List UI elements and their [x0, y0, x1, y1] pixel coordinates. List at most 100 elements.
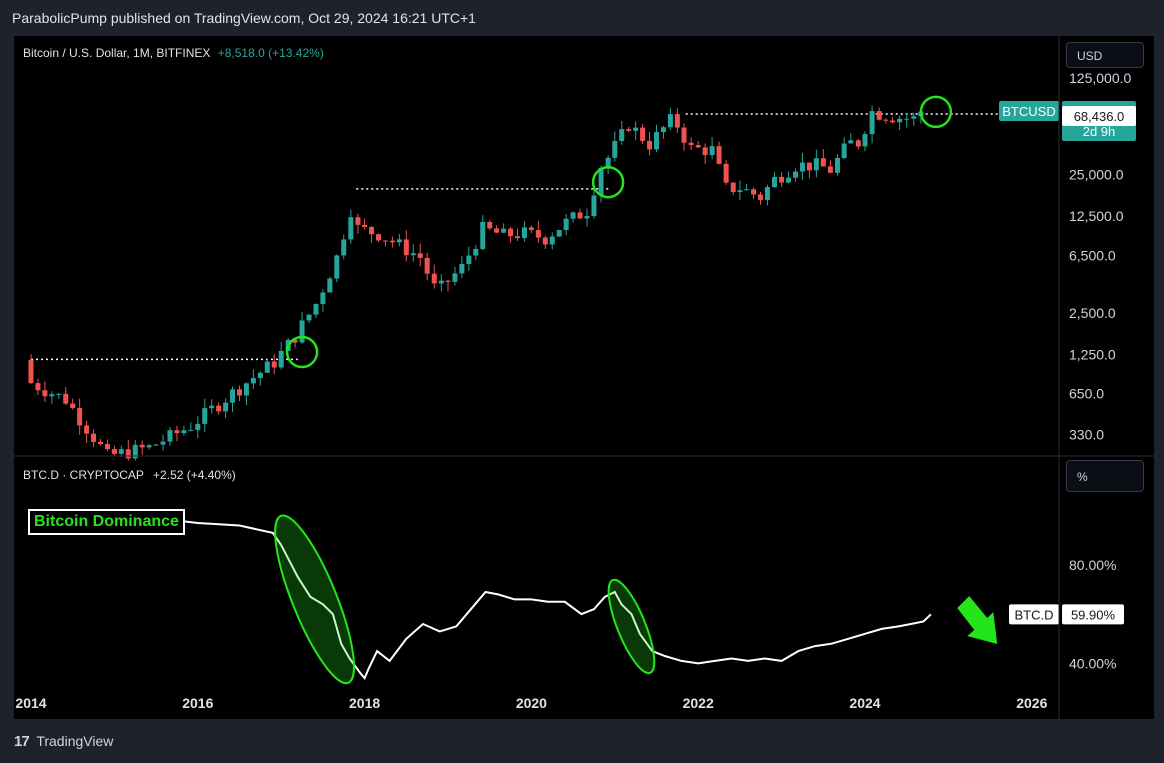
candle — [674, 114, 680, 128]
price-tag-countdown: 2d 9h — [1083, 124, 1116, 139]
price-tag-symbol-bg — [999, 101, 1059, 122]
price-change: +8,518.0 (+13.42%) — [217, 46, 324, 60]
candle — [737, 190, 743, 193]
candle — [125, 449, 131, 459]
candle — [883, 119, 889, 121]
percent-button[interactable]: % — [1066, 460, 1144, 492]
candle — [911, 116, 917, 119]
candle — [494, 228, 500, 233]
candle — [799, 162, 805, 172]
candle — [820, 158, 826, 167]
dominance-line — [72, 517, 932, 680]
candle — [146, 445, 152, 448]
candle — [806, 162, 812, 171]
candle — [320, 292, 326, 305]
candle — [549, 236, 555, 245]
candle — [77, 407, 83, 426]
candle — [591, 195, 597, 217]
indicator-change: +2.52 (+4.40%) — [153, 468, 236, 482]
dom-tag-symbol: BTC.D — [1015, 607, 1054, 622]
candle — [827, 166, 833, 173]
candle — [584, 216, 590, 219]
candle — [813, 158, 819, 171]
candle — [91, 433, 97, 443]
candle — [355, 217, 361, 225]
candle — [744, 189, 750, 191]
candle — [209, 405, 215, 409]
candle — [904, 118, 910, 120]
candle — [501, 228, 507, 233]
candle — [466, 255, 472, 264]
candle — [528, 227, 534, 231]
candle — [855, 140, 861, 147]
y-tick-label: 6,500.0 — [1069, 247, 1116, 263]
dominance-drop-ellipse — [607, 578, 656, 675]
candle — [647, 140, 653, 150]
candle — [570, 212, 576, 219]
candle — [619, 129, 625, 142]
candle — [278, 350, 284, 368]
breakout-circle — [285, 335, 319, 369]
candle — [535, 230, 541, 238]
candle — [334, 255, 340, 279]
dom-y-tick-label: 40.00% — [1069, 655, 1116, 671]
candle — [667, 114, 673, 128]
candle — [626, 129, 632, 131]
currency-button[interactable]: USD — [1066, 42, 1144, 68]
candle — [640, 127, 646, 141]
dom-tag-value: 59.90% — [1071, 607, 1116, 622]
candle — [35, 383, 41, 391]
candle — [660, 127, 666, 133]
candle — [84, 425, 90, 434]
candle — [139, 444, 145, 448]
candle — [431, 273, 437, 284]
candle — [174, 430, 180, 434]
down-arrow-icon — [957, 596, 998, 644]
breakout-circle — [919, 95, 953, 129]
candle — [104, 444, 110, 450]
candle — [869, 111, 875, 135]
chart-container[interactable]: 330.0 650.0 1,250.0 2,500.0 6,500.0 12,500.0 2… — [14, 36, 1154, 719]
candle — [257, 372, 263, 379]
candle — [890, 120, 896, 123]
indicator-title: BTC.D · CRYPTOCAP — [23, 468, 144, 482]
candle — [716, 146, 722, 164]
x-tick-label: 2014 — [15, 695, 46, 711]
candle — [403, 239, 409, 256]
candle — [382, 240, 388, 242]
candle — [271, 361, 277, 368]
candle — [452, 273, 458, 282]
candle — [195, 423, 201, 430]
candle — [563, 218, 569, 231]
candle — [362, 224, 368, 228]
dom-y-tick-label: 80.00% — [1069, 557, 1116, 573]
candle — [695, 145, 701, 148]
candle — [223, 402, 229, 412]
tradingview-branding[interactable]: 17 TradingView — [14, 733, 113, 750]
y-tick-label: 330.0 — [1069, 426, 1104, 442]
candle — [542, 237, 548, 245]
candle — [757, 194, 763, 200]
candle — [515, 236, 520, 239]
candle — [723, 163, 729, 183]
tradingview-logo-icon: 17 — [14, 733, 30, 750]
candle — [49, 394, 55, 397]
candle — [508, 228, 514, 237]
x-tick-label: 2020 — [516, 695, 547, 711]
candle — [556, 230, 562, 237]
candle — [118, 449, 124, 454]
candle — [63, 393, 69, 404]
dominance-drop-ellipse — [274, 514, 355, 685]
candle — [98, 442, 103, 445]
candle — [327, 278, 333, 293]
candle — [793, 171, 798, 178]
candle — [167, 430, 173, 442]
breakout-circle — [591, 165, 625, 199]
chart-canvas[interactable]: 330.0 650.0 1,250.0 2,500.0 6,500.0 12,500.0 2… — [14, 36, 1154, 719]
candle — [306, 314, 312, 321]
candle — [56, 393, 62, 395]
candle — [132, 444, 138, 459]
symbol-title: Bitcoin / U.S. Dollar, 1M, BITFINEX — [23, 46, 211, 60]
publish-info: ParabolicPump published on TradingView.c… — [12, 10, 476, 26]
candle — [730, 182, 736, 193]
